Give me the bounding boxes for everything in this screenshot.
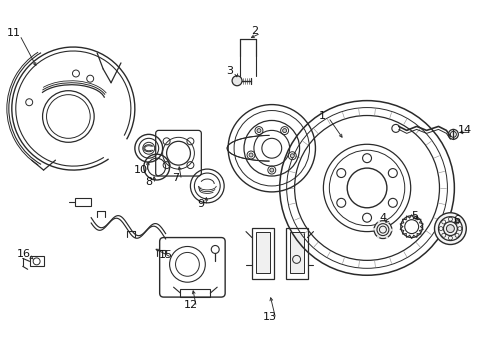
- Circle shape: [248, 153, 252, 157]
- Text: 5: 5: [410, 211, 417, 221]
- Text: 7: 7: [172, 173, 179, 183]
- Circle shape: [290, 154, 294, 158]
- Text: 2: 2: [251, 26, 258, 36]
- Circle shape: [282, 129, 286, 132]
- Circle shape: [257, 129, 261, 132]
- Text: 1: 1: [318, 111, 325, 121]
- Text: 14: 14: [457, 125, 471, 135]
- Text: 10: 10: [134, 165, 147, 175]
- Bar: [289, 231, 303, 273]
- Bar: [30, 256, 43, 266]
- Bar: [255, 231, 269, 273]
- Circle shape: [446, 225, 453, 233]
- Circle shape: [232, 76, 242, 86]
- Text: 15: 15: [158, 251, 172, 260]
- Bar: [251, 228, 273, 279]
- Circle shape: [373, 221, 391, 239]
- Text: 16: 16: [17, 249, 31, 260]
- Circle shape: [434, 213, 466, 244]
- Text: 4: 4: [379, 213, 386, 223]
- Text: 12: 12: [183, 300, 197, 310]
- Text: 6: 6: [452, 215, 459, 225]
- Text: 13: 13: [262, 312, 276, 322]
- Text: 11: 11: [7, 28, 21, 38]
- Bar: [75, 198, 91, 206]
- Text: 9: 9: [196, 199, 203, 209]
- Bar: [180, 289, 210, 297]
- Text: 8: 8: [145, 177, 152, 187]
- Circle shape: [269, 168, 273, 172]
- Text: 3: 3: [226, 66, 233, 76]
- Bar: [285, 228, 307, 279]
